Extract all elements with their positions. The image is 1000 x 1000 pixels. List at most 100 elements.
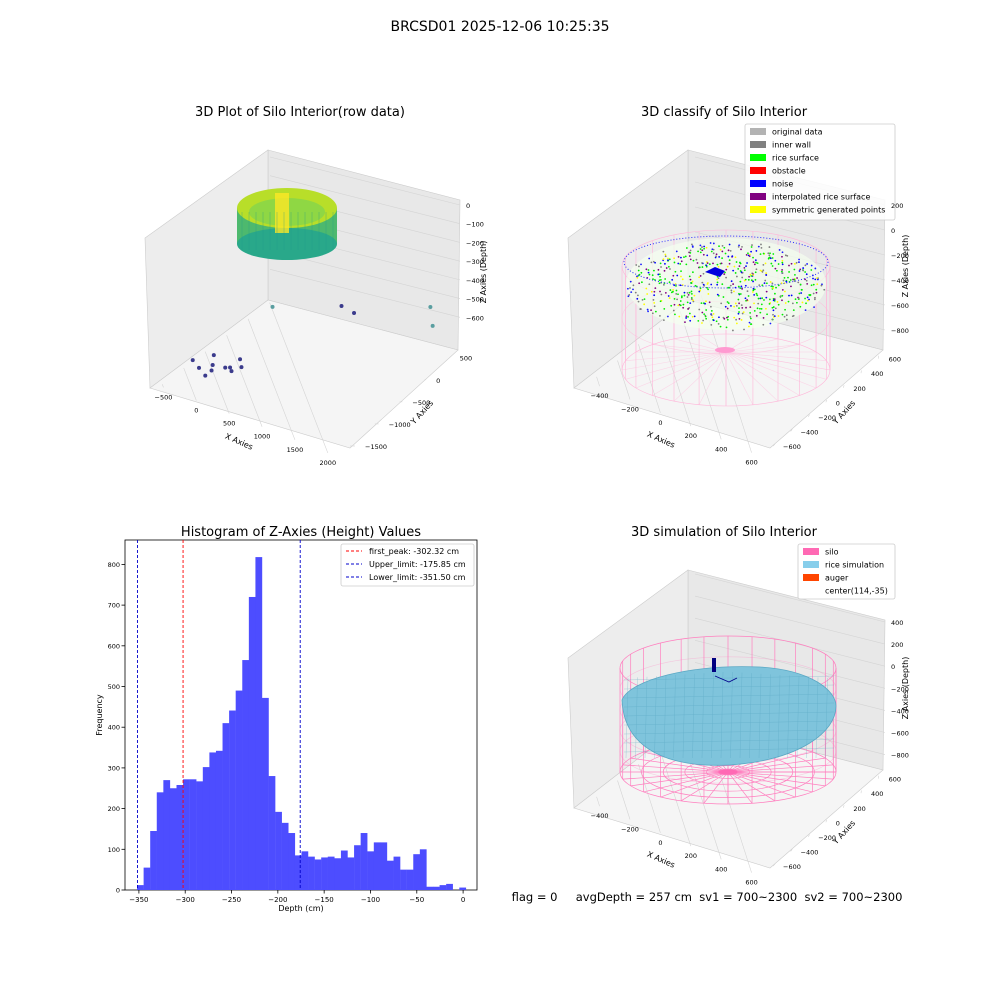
cloud-point <box>685 317 688 319</box>
cloud-point <box>774 267 777 270</box>
panel-classify-3d: 3D classify of Silo Interior original da… <box>567 105 910 467</box>
cloud-point <box>753 294 756 296</box>
cloud-point <box>765 282 768 285</box>
cloud-point <box>804 297 806 300</box>
cloud-point <box>683 291 686 294</box>
histogram-bar <box>229 710 236 890</box>
outlier-point <box>190 358 195 363</box>
cloud-point <box>785 280 788 283</box>
cloud-point <box>683 256 685 258</box>
cloud-point <box>760 308 763 310</box>
cloud-point <box>775 269 778 272</box>
histogram-bar <box>340 850 348 890</box>
cloud-point <box>800 288 803 291</box>
cloud-point <box>677 262 680 265</box>
legend-label: inner wall <box>772 141 811 150</box>
cloud-point <box>755 261 757 264</box>
cloud-point <box>738 307 740 310</box>
legend-swatch <box>803 561 819 568</box>
histogram-bar <box>242 660 250 890</box>
cloud-point <box>710 314 713 317</box>
cloud-point <box>747 278 750 281</box>
cloud-point <box>679 284 682 287</box>
histogram-bar <box>275 811 282 890</box>
histogram-title: Histogram of Z-Axies (Height) Values <box>181 525 421 540</box>
cloud-point <box>781 255 783 258</box>
cloud-point <box>698 276 701 279</box>
histogram-bar <box>183 779 190 890</box>
histogram-bar <box>327 856 335 890</box>
cloud-point <box>658 279 661 282</box>
cloud-point <box>759 307 761 310</box>
cloud-point <box>650 309 652 312</box>
legend-label: first_peak: -302.32 cm <box>369 547 459 556</box>
cloud-point <box>750 279 753 282</box>
cloud-point <box>636 276 639 279</box>
cloud-point <box>710 250 713 253</box>
cloud-point <box>797 281 800 284</box>
cloud-point <box>716 283 719 286</box>
p4-xtick-label: 400 <box>715 865 727 873</box>
p4-ztick-label: −200 <box>891 685 909 693</box>
histogram-bar <box>419 849 427 890</box>
cloud-point <box>717 277 720 280</box>
cloud-point <box>663 307 666 310</box>
cloud-point <box>671 278 674 281</box>
cloud-point <box>664 253 667 256</box>
histogram-xtick-label: −300 <box>176 896 195 904</box>
cloud-point <box>668 297 671 299</box>
p2-ztick-label: −600 <box>891 302 909 310</box>
cloud-point <box>737 245 740 248</box>
cloud-point <box>793 278 796 281</box>
cloud-point <box>783 276 786 279</box>
cloud-point <box>640 271 643 274</box>
cloud-point <box>787 276 789 279</box>
histogram-bar <box>393 856 401 890</box>
cloud-point <box>689 302 692 305</box>
cloud-point <box>734 256 737 259</box>
cloud-point <box>814 278 817 281</box>
cloud-point <box>790 285 792 288</box>
histogram-bar <box>439 885 447 890</box>
outlier-point <box>339 304 344 309</box>
histogram-bar <box>446 883 453 890</box>
cloud-point <box>738 244 740 247</box>
histogram-legend: first_peak: -302.32 cm Upper_limit: -175.… <box>340 543 475 587</box>
histogram-xtick-label: −200 <box>268 896 287 904</box>
p2-ytick-label: −600 <box>783 443 801 451</box>
cloud-point <box>743 328 745 331</box>
histogram-bar <box>321 857 328 890</box>
cloud-point <box>746 262 748 264</box>
panel-histogram: Histogram of Z-Axies (Height) Values −35… <box>95 525 478 913</box>
cloud-point <box>675 289 678 292</box>
p2-ytick-label: 400 <box>871 370 883 378</box>
cloud-point <box>784 290 786 293</box>
cloud-point <box>772 299 775 302</box>
panel-raw-3d-zticks: 0 −100 −200 −300 −400 −500 −600 <box>466 202 484 322</box>
panel-classify-3d-xlabel: X Axies <box>646 430 677 450</box>
cloud-point <box>765 307 767 310</box>
outlier-point <box>209 368 214 373</box>
cloud-point <box>751 291 754 293</box>
panel-raw-3d-zlabel: Z Axies (Depth) <box>479 241 488 304</box>
p4-xtick-label: −400 <box>591 812 609 820</box>
cloud-point <box>814 296 816 299</box>
cloud-point <box>627 295 630 298</box>
panel-simulation-3d-legend: silo rice simulation auger center(114,-35) <box>797 543 896 600</box>
p1-ztick-label: −100 <box>466 221 484 229</box>
cloud-point <box>706 286 709 289</box>
cloud-point <box>802 269 805 272</box>
cloud-point <box>652 260 655 263</box>
cloud-point <box>660 293 663 296</box>
cloud-point <box>725 276 727 279</box>
cloud-point <box>743 266 746 269</box>
p4-xtick-label: 200 <box>685 852 697 860</box>
histogram-ytick-label: 700 <box>108 602 120 610</box>
cloud-point <box>725 268 728 271</box>
cloud-point <box>734 302 737 305</box>
cloud-point <box>718 256 721 258</box>
cloud-point <box>739 280 742 283</box>
histogram-bar <box>255 557 263 890</box>
cloud-point <box>664 278 667 280</box>
p2-ytick-label: 0 <box>836 399 840 407</box>
